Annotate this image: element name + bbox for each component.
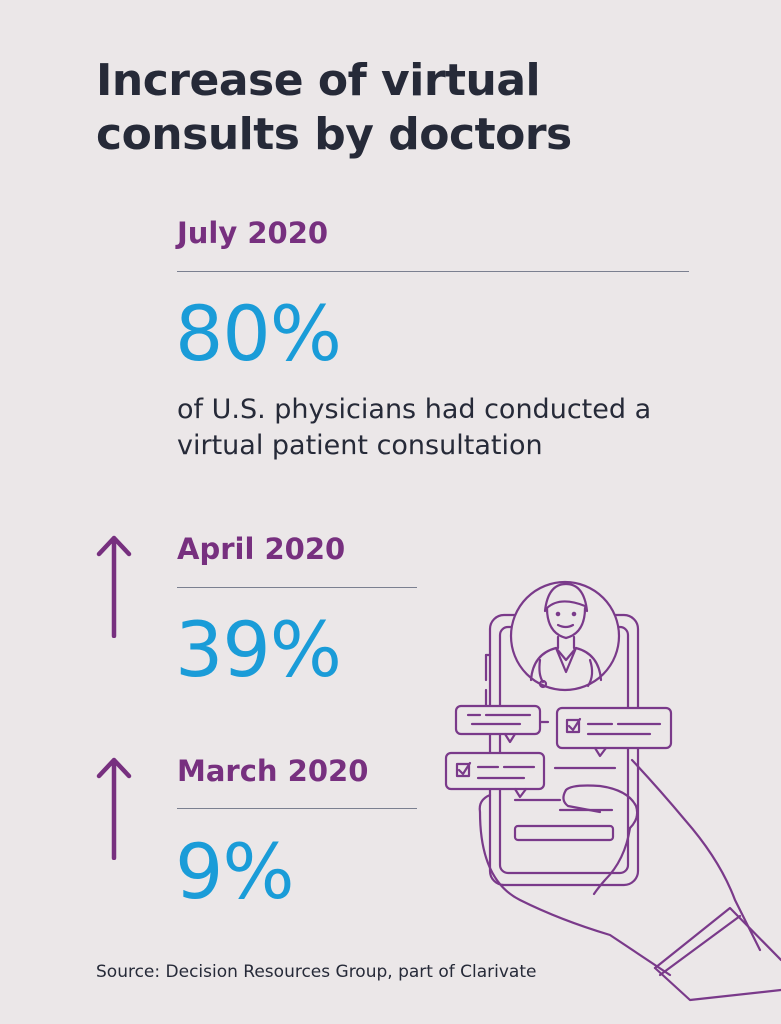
stat-value-july-2020: 80% xyxy=(175,289,342,378)
stat-value-april-2020: 39% xyxy=(175,605,342,694)
period-label-march-2020: March 2020 xyxy=(177,754,369,788)
description-line-2: virtual patient consultation xyxy=(177,430,543,461)
divider xyxy=(177,271,689,272)
period-label-july-2020: July 2020 xyxy=(177,216,329,250)
page-title: Increase of virtual consults by doctors xyxy=(96,54,656,162)
title-line-1: Increase of virtual xyxy=(96,55,541,106)
divider xyxy=(177,587,417,588)
source-note: Source: Decision Resources Group, part o… xyxy=(96,962,537,982)
stat-description: of U.S. physicians had conducted a virtu… xyxy=(177,392,717,464)
title-line-2: consults by doctors xyxy=(96,109,572,160)
up-arrow-icon xyxy=(96,535,132,638)
up-arrow-icon xyxy=(96,757,132,860)
stat-value-march-2020: 9% xyxy=(175,827,295,916)
period-label-april-2020: April 2020 xyxy=(177,532,346,566)
description-line-1: of U.S. physicians had conducted a xyxy=(177,394,652,425)
divider xyxy=(177,808,417,809)
phone-doctor-consult-icon xyxy=(444,580,781,1002)
